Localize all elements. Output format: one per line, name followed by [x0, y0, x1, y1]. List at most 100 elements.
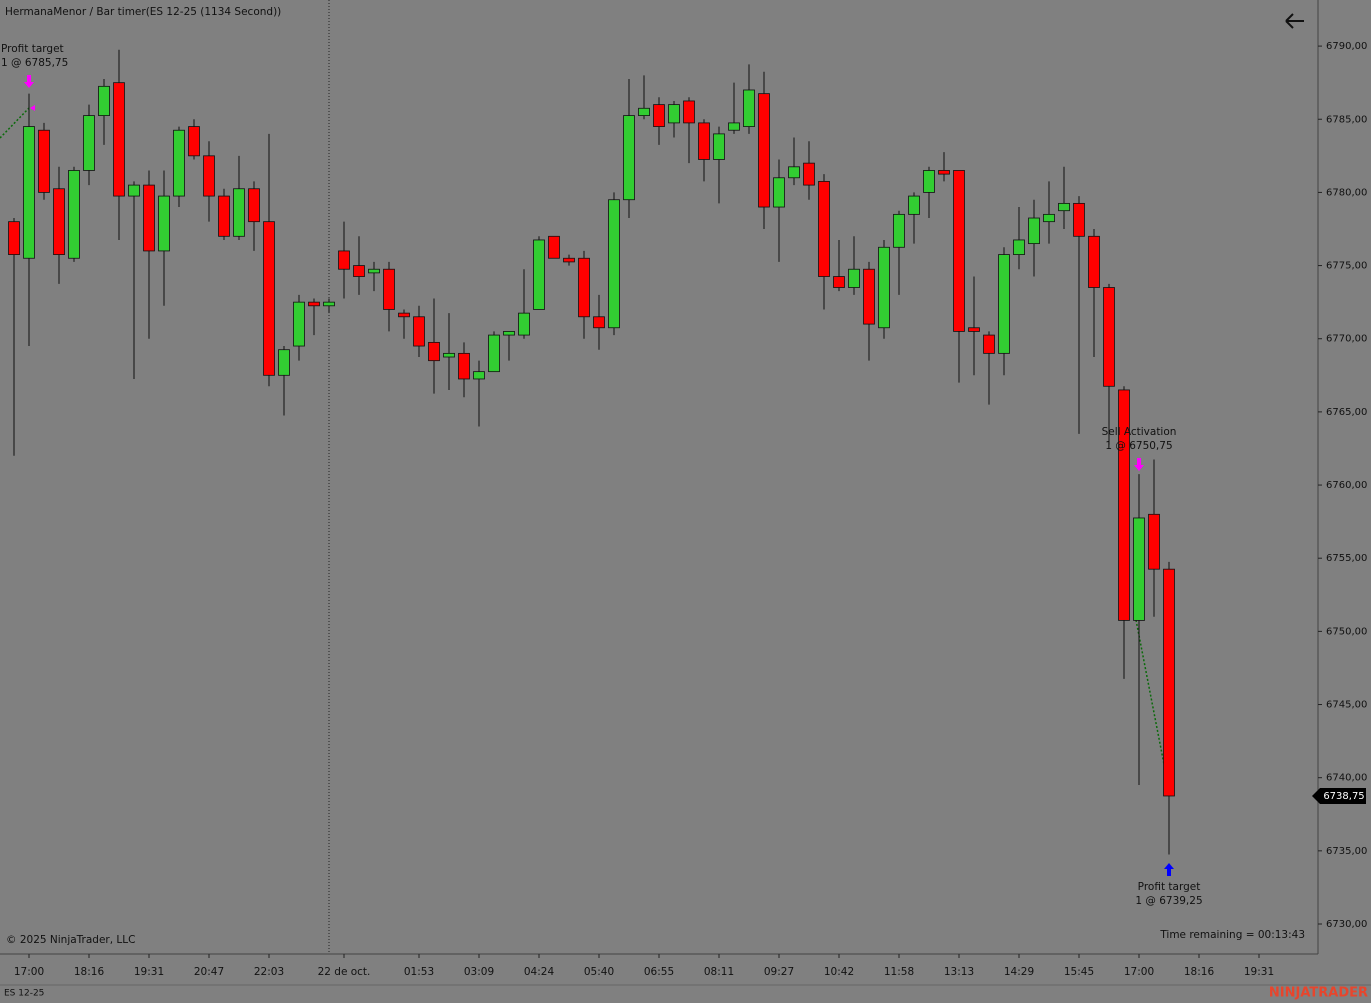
x-tick-label: 22 de oct.: [318, 966, 371, 978]
last-price-tag: [1312, 787, 1366, 804]
x-tick-label: 19:31: [134, 966, 164, 978]
candle-body: [653, 104, 665, 127]
candle-body: [833, 276, 845, 288]
time-remaining: Time remaining = 00:13:43: [1159, 929, 1305, 941]
candle-body: [188, 126, 200, 157]
candle-body: [983, 334, 995, 354]
y-tick-label: 6790,00: [1326, 41, 1367, 52]
annotation-title: Profit target: [1, 43, 64, 55]
candle-body: [548, 235, 560, 259]
annotation-title: Sell Activation: [1102, 426, 1177, 438]
candle-body: [443, 352, 455, 358]
candle-body: [1073, 202, 1085, 237]
x-tick-label: 22:03: [254, 966, 284, 978]
y-tick-label: 6785,00: [1326, 114, 1367, 125]
annotation-title: Profit target: [1138, 881, 1201, 893]
candle-body: [218, 195, 230, 237]
y-tick-label: 6765,00: [1326, 407, 1367, 418]
candle-body: [623, 115, 635, 201]
fill-marker: [30, 105, 35, 111]
x-tick-label: 11:58: [884, 966, 914, 978]
x-tick-label: 19:31: [1244, 966, 1274, 978]
annotation-detail: 1 @ 6750,75: [1105, 440, 1172, 452]
candle-body: [143, 184, 155, 252]
x-tick-label: 18:16: [74, 966, 105, 978]
candle-body: [998, 254, 1010, 354]
x-tick-label: 17:00: [1124, 966, 1154, 978]
annotation-detail: 1 @ 6739,25: [1135, 895, 1202, 907]
candle-body: [638, 107, 650, 116]
candle-body: [968, 327, 980, 332]
copyright: © 2025 NinjaTrader, LLC: [6, 934, 135, 946]
target-marker: [1164, 863, 1174, 876]
y-tick-label: 6740,00: [1326, 773, 1367, 784]
candle-body: [893, 213, 905, 248]
x-tick-label: 09:27: [764, 966, 794, 978]
candle-body: [1148, 513, 1160, 570]
candle-body: [1013, 239, 1025, 255]
candle-body: [593, 316, 605, 329]
exit-marker: [24, 75, 34, 88]
candle-body: [128, 184, 140, 197]
back-button[interactable]: [1285, 13, 1304, 29]
candle-body: [263, 221, 275, 376]
candle-body: [728, 122, 740, 131]
candle-body: [1088, 235, 1100, 288]
x-tick-label: 04:24: [524, 966, 555, 978]
candle-body: [1118, 389, 1130, 621]
y-tick-label: 6760,00: [1326, 480, 1367, 491]
candle-body: [23, 126, 35, 259]
x-tick-label: 18:16: [1184, 966, 1215, 978]
y-tick-label: 6755,00: [1326, 553, 1367, 564]
candle-body: [368, 268, 380, 274]
brand: NINJATRADER: [1269, 986, 1368, 1001]
y-tick-label: 6745,00: [1326, 700, 1367, 711]
y-tick-label: 6780,00: [1326, 187, 1367, 198]
x-tick-label: 01:53: [404, 966, 434, 978]
y-tick-label: 6735,00: [1326, 846, 1367, 857]
candle-body: [488, 334, 500, 373]
candle-body: [53, 188, 65, 255]
x-tick-label: 03:09: [464, 966, 494, 978]
x-tick-label: 14:29: [1004, 966, 1034, 978]
x-tick-label: 05:40: [584, 966, 614, 978]
candle-body: [863, 268, 875, 325]
candle-body: [533, 239, 545, 310]
candle-body: [233, 188, 245, 237]
candle-body: [683, 100, 695, 124]
candle-body: [203, 155, 215, 197]
candle-body: [773, 177, 785, 208]
entry-marker: [1134, 458, 1144, 471]
y-tick-label: 6770,00: [1326, 334, 1367, 345]
candle-body: [473, 371, 485, 380]
candle-body: [173, 129, 185, 197]
candle-body: [578, 257, 590, 318]
candle-body: [923, 170, 935, 193]
candle-body: [1103, 287, 1115, 387]
candle-body: [293, 301, 305, 347]
candle-body: [98, 85, 110, 116]
candle-body: [908, 195, 920, 215]
candle-body: [608, 199, 620, 329]
candle-body: [848, 268, 860, 288]
x-tick-label: 10:42: [824, 966, 854, 978]
candle-body: [758, 93, 770, 208]
candle-body: [698, 122, 710, 160]
trade-line: [0, 107, 30, 139]
candle-body: [878, 246, 890, 329]
x-tick-label: 08:11: [704, 966, 734, 978]
candle-body: [398, 312, 410, 318]
y-tick-label: 6750,00: [1326, 626, 1367, 637]
candle-body: [1163, 568, 1175, 797]
candle-body: [323, 301, 335, 307]
candle-body: [68, 170, 80, 259]
candle-body: [113, 82, 125, 197]
candle-body: [278, 349, 290, 376]
instrument-tab[interactable]: ES 12-25: [4, 989, 44, 999]
candle-body: [413, 316, 425, 347]
candle-body: [158, 195, 170, 252]
candle-body: [83, 115, 95, 171]
